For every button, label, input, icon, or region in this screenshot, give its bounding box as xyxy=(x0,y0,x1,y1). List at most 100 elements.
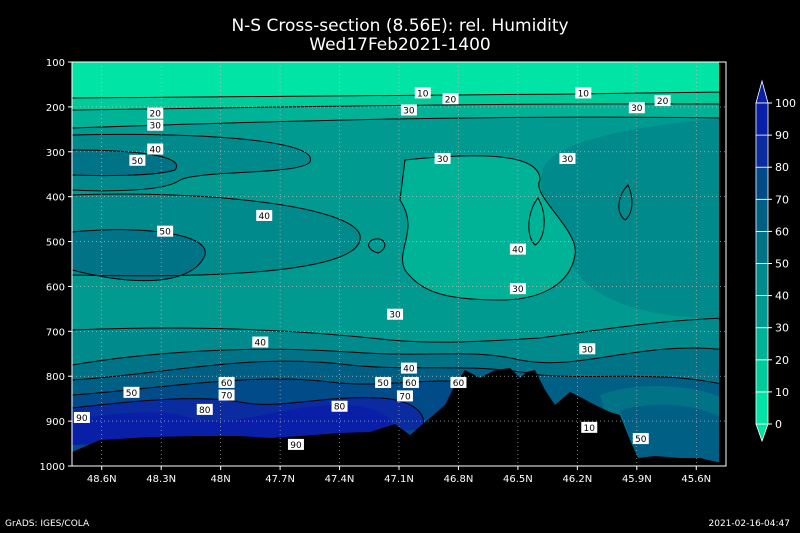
contour-label: 70 xyxy=(221,392,233,402)
colorbar: 0 10 20 30 40 50 60 70 80 90 100 xyxy=(755,79,796,443)
contour-label-bg xyxy=(450,376,467,388)
contour-label-bg xyxy=(442,93,459,105)
contour-label: 30 xyxy=(562,155,574,165)
y-tick-label: 200 xyxy=(46,103,65,114)
colorbar-swatch xyxy=(755,198,769,232)
contour-label: 80 xyxy=(334,403,346,413)
contour-label-bg xyxy=(509,243,526,255)
contour-label-bg xyxy=(396,390,413,402)
y-tick-label: 800 xyxy=(46,372,65,383)
terrain xyxy=(72,368,726,466)
band-right-low-60 xyxy=(620,404,726,466)
colorbar-label: 90 xyxy=(775,129,789,142)
x-tick-label: 45.6N xyxy=(681,474,711,485)
contour-label-bg xyxy=(575,87,592,99)
contour-label-bg xyxy=(400,362,417,374)
footer-credit: GrADS: IGES/COLA xyxy=(5,519,90,529)
contour-label: 50 xyxy=(377,379,389,389)
colorbar-swatch xyxy=(755,134,769,168)
contour-label-bg xyxy=(400,104,417,116)
contour-label-bg xyxy=(581,421,598,433)
colorbar-swatch xyxy=(755,102,769,136)
band-50-60-mid xyxy=(72,229,206,281)
colorbar-label: 60 xyxy=(775,225,789,238)
x-tick-label: 48.6N xyxy=(87,474,117,485)
contour-label-bg xyxy=(375,376,392,388)
y-axis: 100 200 300 400 500 600 700 800 900 1000 xyxy=(40,58,72,473)
colorbar-label: 70 xyxy=(775,193,789,206)
colorbar-label: 40 xyxy=(775,290,789,303)
colorbar-label: 20 xyxy=(775,354,789,367)
contour-label-bg xyxy=(129,154,146,166)
contour-label: 60 xyxy=(221,379,233,389)
y-tick-label: 300 xyxy=(46,148,65,159)
contour-label: 10 xyxy=(584,424,596,434)
contour-label: 60 xyxy=(405,379,417,389)
contour-label-bg xyxy=(579,343,596,355)
chart-subtitle: Wed17Feb2021-1400 xyxy=(309,35,491,55)
contour-label-bg xyxy=(157,225,174,237)
contour-label-bg xyxy=(331,400,348,412)
colorbar-swatch xyxy=(755,230,769,264)
colorbar-upper-arrow xyxy=(755,79,769,104)
x-tick-label: 47.1N xyxy=(384,474,414,485)
band-lower-90 xyxy=(72,405,393,445)
y-tick-label: 100 xyxy=(46,58,65,69)
contour-label: 20 xyxy=(445,95,457,105)
band-40-50-left xyxy=(72,134,311,191)
band-50-60-left xyxy=(72,150,177,176)
contour-label: 50 xyxy=(132,157,144,167)
contour-label-bg xyxy=(434,152,451,164)
colorbar-swatch xyxy=(755,295,769,329)
contour-label: 30 xyxy=(631,104,643,114)
contour-labels: 10 10 20 20 20 30 30 30 30 30 40 40 50 50 40 30 30 40 40 30… xyxy=(73,87,671,451)
colorbar-swatch xyxy=(755,327,769,361)
contour-label-bg xyxy=(402,376,419,388)
contour-label: 30 xyxy=(389,311,401,321)
contour-label: 40 xyxy=(512,246,524,256)
contour-label-bg xyxy=(414,87,431,99)
y-tick-label: 400 xyxy=(46,193,65,204)
x-tick-label: 47.4N xyxy=(325,474,355,485)
band-right-40 xyxy=(540,118,726,319)
colorbar-label: 80 xyxy=(775,161,789,174)
contour-label: 30 xyxy=(403,106,415,116)
contour-label: 50 xyxy=(159,228,171,238)
contour-label: 40 xyxy=(150,146,162,156)
band-center-30 xyxy=(400,155,576,300)
y-tick-label: 1000 xyxy=(40,462,65,473)
x-tick-label: 48N xyxy=(211,474,231,485)
y-tick-label: 700 xyxy=(46,327,65,338)
contour-label: 50 xyxy=(635,435,647,445)
colorbar-label: 50 xyxy=(775,258,789,271)
gridlines xyxy=(72,62,726,466)
colorbar-label: 100 xyxy=(775,97,796,110)
contour-label: 30 xyxy=(582,345,594,355)
colorbar-swatch xyxy=(755,359,769,393)
y-tick-label: 900 xyxy=(46,417,65,428)
contour-label-bg xyxy=(256,209,273,221)
colorbar-swatch xyxy=(755,263,769,296)
contour-label-bg xyxy=(73,411,90,423)
x-tick-label: 45.9N xyxy=(622,474,652,485)
contour-label-bg xyxy=(509,283,526,295)
contour-label: 40 xyxy=(403,365,415,375)
y-tick-label: 600 xyxy=(46,282,65,293)
contour-label: 30 xyxy=(512,285,524,295)
contour-label: 90 xyxy=(290,441,302,451)
colorbar-swatch xyxy=(755,166,769,200)
contour-label-bg xyxy=(287,438,304,450)
y-tick-label: 500 xyxy=(46,238,65,249)
x-tick-label: 48.3N xyxy=(146,474,176,485)
contour-label: 10 xyxy=(578,89,590,99)
contour-label-bg xyxy=(147,143,164,155)
colorbar-lower-arrow xyxy=(755,423,769,443)
contour-label-bg xyxy=(628,102,645,114)
colorbar-swatch xyxy=(755,391,769,425)
contour-label: 20 xyxy=(657,97,669,107)
contour-label: 20 xyxy=(150,110,162,120)
contour-label-bg xyxy=(147,119,164,131)
footer-timestamp: 2021-02-16-04:47 xyxy=(708,519,791,529)
contour-label-bg xyxy=(218,376,235,388)
